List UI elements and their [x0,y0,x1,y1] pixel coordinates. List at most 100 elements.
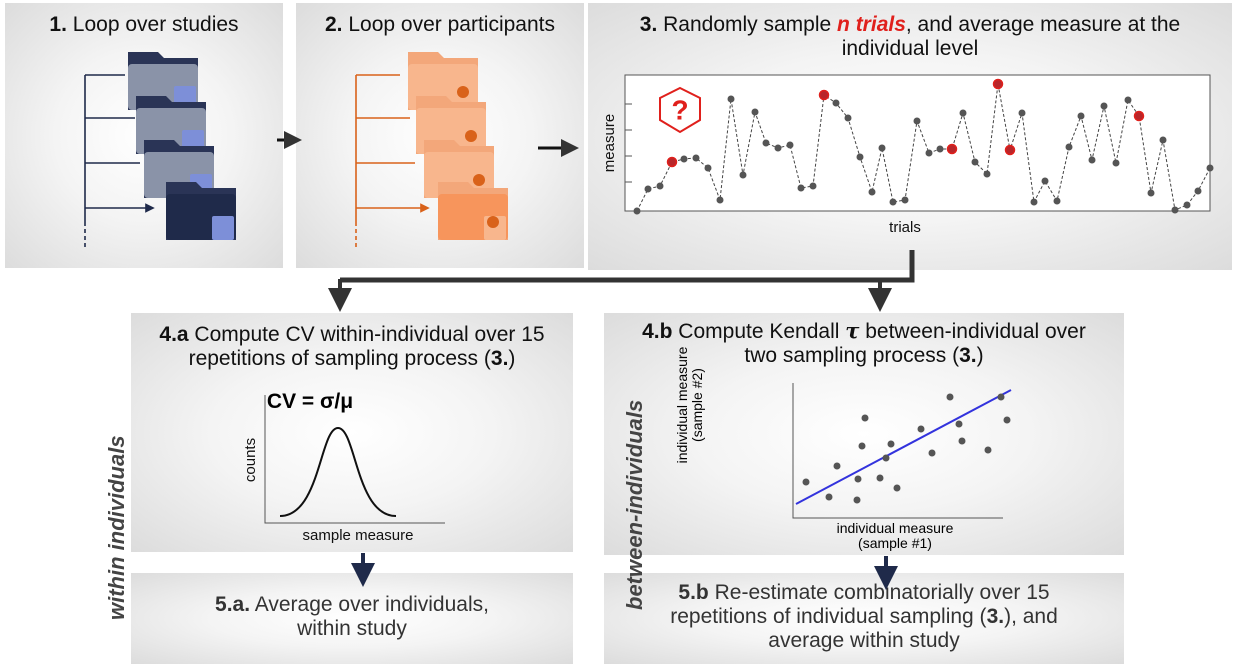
scatter-point [997,393,1005,401]
axes [264,395,445,524]
tree [84,74,155,250]
series-point [901,196,909,204]
scatter-point [984,446,992,454]
series-point [1041,177,1049,185]
series-point [1053,197,1061,205]
y-axis-label: individual measure(sample #2) [675,346,705,464]
panel-title: 2. Loop over participants [296,13,584,37]
person-icon [473,174,485,186]
panel-5b: 5.b Re-estimate combinatorially over 15 … [604,573,1124,664]
y-axis-text: individual measure (sample #2) [675,346,705,464]
panel-title: 5.a. Average over individuals, within st… [131,593,573,641]
sampled-point [818,89,830,101]
step-number: 5.a. [215,593,251,616]
scatter-point [825,493,833,501]
series-point [1124,96,1132,104]
scatter-point [946,393,954,401]
folders [128,52,508,240]
series-point [856,153,864,161]
scatter-point [917,425,925,433]
step-number: 1. [49,13,67,36]
step-text: Loop over studies [72,13,239,36]
step-text: Re-estimate combinatorially over 15 repe… [670,581,1050,628]
series-point [1112,159,1120,167]
series-point [1018,109,1026,117]
series-point [868,188,876,196]
series-point [925,149,933,157]
x-axis-text: individual measure (sample #1) [836,521,954,551]
x-axis-label: sample measure [303,527,414,544]
series-point [1088,156,1096,164]
tau: τ [845,318,860,343]
step-text: Average over individuals, within study [250,593,489,640]
sampled-point [1133,110,1145,122]
step-text: Loop over participants [348,13,555,36]
y-axis-label: counts [242,438,259,482]
step-number: 3. [639,13,658,36]
series-point [1171,206,1179,214]
series-point [1030,198,1038,206]
svg-text:?: ? [671,94,688,125]
series-point [797,184,805,192]
bell-curve [279,426,397,517]
scatter-point [887,440,895,448]
series-point [751,108,759,116]
step-ref: 3. [959,344,977,367]
regression-line [795,389,1012,505]
scatter-point [854,475,862,483]
series-point [633,207,641,215]
scatter-point [928,449,936,457]
axes [792,383,1003,519]
series-point [786,141,794,149]
series-point [762,139,770,147]
sampled-series [633,78,1214,215]
step-ref: 3. [986,605,1005,628]
series-point [913,117,921,125]
series-point [878,144,886,152]
plot-frame [624,74,1211,212]
series-point [1206,164,1214,172]
series-point [1100,102,1108,110]
step-text: between-individual over two sampling pro… [744,320,1086,367]
step-number: 4.a [159,323,189,346]
series-point [889,198,897,206]
person-icon [457,86,469,98]
series-point [656,182,664,190]
series-point [959,109,967,117]
panel-1: 1. Loop over studies [5,3,283,268]
scatter-point [1003,416,1011,424]
step-ref: 3. [490,347,509,370]
panel-5a: 5.a. Average over individuals, within st… [131,573,573,664]
series-point [1077,112,1085,120]
series-point [727,95,735,103]
series-point [704,164,712,172]
panel-4a: 4.a Compute CV within-individual over 15… [131,313,573,552]
series-point [716,196,724,204]
axis-ticks [625,103,632,183]
series-point [1194,187,1202,195]
scatter-point [955,420,963,428]
series-point [1147,189,1155,197]
series-point [692,154,700,162]
series-point [971,158,979,166]
step-text: Compute CV within-individual over 15 rep… [188,323,545,370]
panel-title: 4.b Compute Kendall τ between-individual… [604,319,1124,368]
person-icon [487,216,499,228]
sampled-point [946,143,958,155]
series-point [936,145,944,153]
series-point [739,171,747,179]
step-text: ) [508,347,516,370]
formula: CV = σ/μ [267,390,353,413]
step-number: 4.b [642,320,673,343]
sampled-point [1004,144,1016,156]
tree [355,74,430,248]
scatter-point [893,484,901,492]
scatter-point [833,462,841,470]
scatter-point [802,478,810,486]
person-icon [465,130,477,142]
sampled-point [666,156,678,168]
step-text: ) [976,344,984,367]
series-line [636,83,1211,212]
